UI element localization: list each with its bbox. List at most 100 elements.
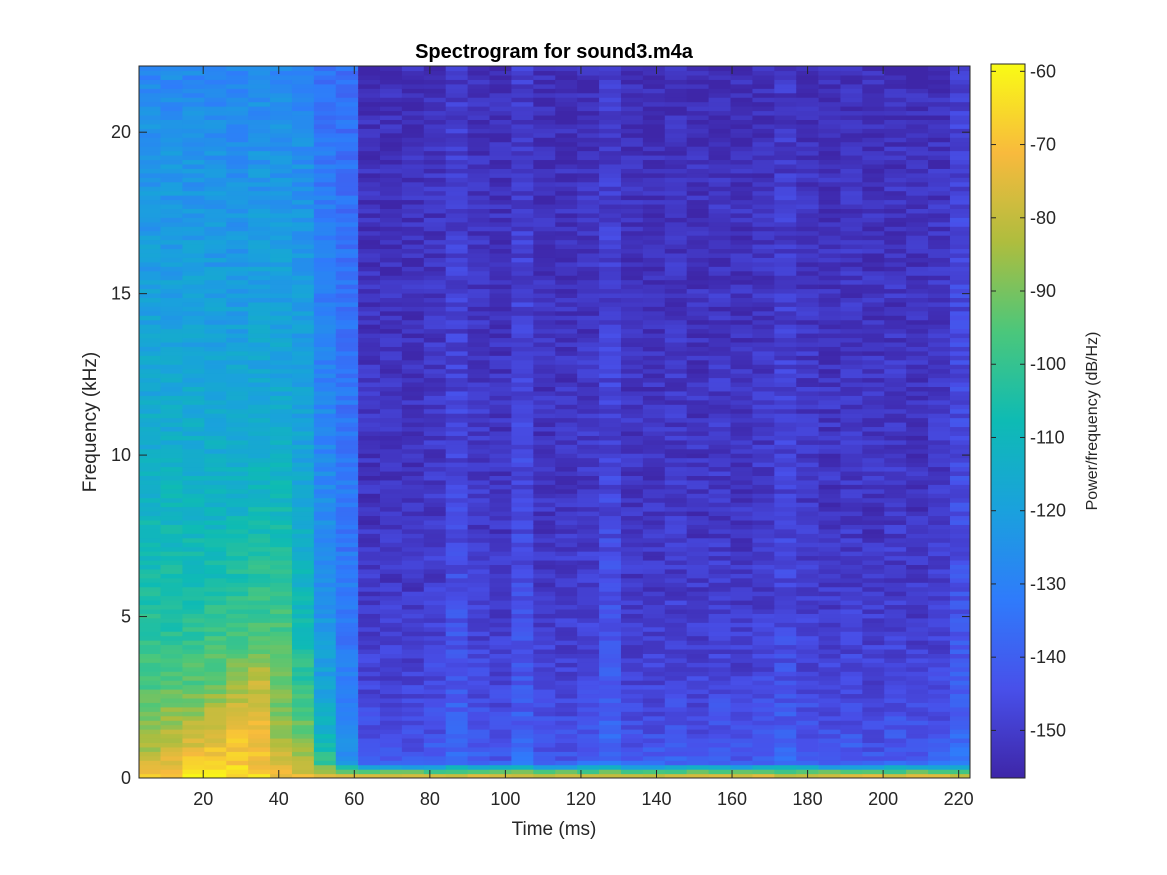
heatmap-cell — [226, 337, 249, 343]
heatmap-cell — [796, 515, 819, 521]
heatmap-cell — [358, 519, 381, 525]
heatmap-cell — [379, 92, 403, 98]
heatmap-cell — [379, 301, 403, 307]
heatmap-cell — [533, 199, 556, 205]
heatmap-cell — [489, 328, 513, 334]
heatmap-cell — [489, 70, 513, 76]
heatmap-cell — [248, 475, 271, 481]
heatmap-cell — [730, 248, 754, 254]
heatmap-cell — [774, 270, 797, 276]
heatmap-cell — [467, 484, 491, 490]
heatmap-cell — [313, 350, 337, 356]
heatmap-cell — [160, 524, 184, 530]
heatmap-cell — [358, 439, 381, 445]
heatmap-cell — [642, 88, 666, 94]
heatmap-cell — [139, 248, 162, 254]
heatmap-cell — [139, 181, 162, 187]
heatmap-cell — [358, 168, 381, 174]
heatmap-cell — [730, 377, 754, 383]
heatmap-cell — [489, 106, 513, 112]
heatmap-cell — [139, 457, 162, 463]
heatmap-cell — [686, 132, 710, 138]
heatmap-cell — [182, 755, 205, 761]
heatmap-cell — [313, 328, 337, 334]
heatmap-cell — [664, 337, 688, 343]
heatmap-cell — [664, 150, 688, 156]
heatmap-cell — [686, 292, 710, 298]
heatmap-cell — [445, 137, 469, 143]
heatmap-cell — [599, 172, 622, 178]
heatmap-cell — [686, 577, 710, 583]
heatmap-cell — [379, 74, 403, 80]
heatmap-cell — [599, 559, 622, 565]
heatmap-cell — [139, 484, 162, 490]
heatmap-cell — [708, 706, 732, 712]
heatmap-cell — [358, 292, 381, 298]
heatmap-cell — [642, 755, 666, 761]
heatmap-cell — [818, 675, 842, 681]
heatmap-cell — [445, 270, 469, 276]
heatmap-cell — [774, 662, 797, 668]
heatmap-cell — [577, 488, 600, 494]
heatmap-cell — [445, 631, 469, 637]
heatmap-cell — [248, 297, 271, 303]
heatmap-cell — [358, 150, 381, 156]
heatmap-cell — [796, 315, 819, 321]
heatmap-cell — [752, 746, 775, 752]
heatmap-cell — [335, 706, 359, 712]
heatmap-cell — [139, 524, 162, 530]
heatmap-cell — [511, 132, 534, 138]
heatmap-cell — [313, 555, 337, 561]
heatmap-cell — [423, 146, 447, 152]
heatmap-cell — [139, 239, 162, 245]
heatmap-cell — [379, 564, 403, 570]
heatmap-cell — [401, 689, 425, 695]
heatmap-cell — [139, 97, 162, 103]
heatmap-cell — [664, 288, 688, 294]
heatmap-cell — [664, 301, 688, 307]
heatmap-cell — [642, 466, 666, 472]
heatmap-cell — [555, 555, 578, 561]
heatmap-cell — [358, 217, 381, 223]
heatmap-cell — [313, 297, 337, 303]
heatmap-cell — [642, 626, 666, 632]
heatmap-cell — [511, 386, 534, 392]
heatmap-cell — [445, 533, 469, 539]
heatmap-cell — [774, 132, 797, 138]
heatmap-cell — [752, 697, 775, 703]
heatmap-cell — [379, 497, 403, 503]
heatmap-cell — [291, 390, 315, 396]
heatmap-cell — [796, 671, 819, 677]
heatmap-cell — [774, 137, 797, 143]
heatmap-cell — [533, 511, 556, 517]
heatmap-cell — [796, 755, 819, 761]
heatmap-cell — [467, 635, 491, 641]
heatmap-cell — [139, 671, 162, 677]
heatmap-cell — [752, 244, 775, 250]
heatmap-cell — [248, 622, 271, 628]
heatmap-cell — [139, 101, 162, 107]
heatmap-cell — [291, 110, 315, 116]
heatmap-cell — [577, 697, 600, 703]
heatmap-cell — [577, 551, 600, 557]
heatmap-cell — [489, 337, 513, 343]
heatmap-cell — [467, 373, 491, 379]
heatmap-cell — [291, 163, 315, 169]
heatmap-cell — [358, 479, 381, 485]
heatmap-cell — [533, 524, 556, 530]
heatmap-cell — [686, 479, 710, 485]
heatmap-cell — [358, 159, 381, 165]
heatmap-cell — [467, 284, 491, 290]
heatmap-cell — [511, 631, 534, 637]
heatmap-cell — [533, 671, 556, 677]
heatmap-cell — [796, 666, 819, 672]
heatmap-cell — [182, 235, 205, 241]
heatmap-cell — [335, 444, 359, 450]
heatmap-cell — [533, 146, 556, 152]
heatmap-cell — [291, 341, 315, 347]
heatmap-cell — [796, 737, 819, 743]
heatmap-cell — [182, 644, 205, 650]
heatmap-cell — [796, 751, 819, 757]
heatmap-cell — [620, 506, 644, 512]
heatmap-cell — [620, 662, 644, 668]
